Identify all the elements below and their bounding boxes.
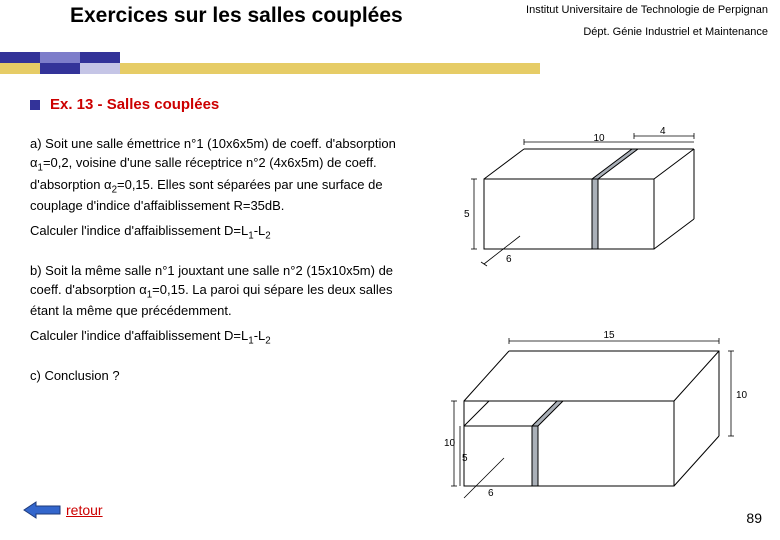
arrow-left-icon — [22, 500, 62, 520]
section-heading: Ex. 13 - Salles couplées — [50, 96, 219, 113]
figures: 4 10 5 6 — [444, 124, 764, 511]
fig1-dim-4: 4 — [660, 126, 666, 137]
fig2-dim-6: 6 — [488, 488, 494, 499]
slide-header: Exercices sur les salles couplées Instit… — [0, 0, 780, 52]
institution-label: Institut Universitaire de Technologie de… — [526, 4, 768, 16]
figure-2: 15 10 5 10 6 — [444, 306, 764, 506]
para-a1: a) Soit une salle émettrice n°1 (10x6x5m… — [30, 135, 400, 216]
return-link[interactable]: retour — [66, 502, 103, 518]
body-text: a) Soit une salle émettrice n°1 (10x6x5m… — [30, 135, 400, 386]
fig2-dim-5: 5 — [462, 453, 468, 464]
fig2-dim-10r: 10 — [736, 390, 748, 401]
para-a2: Calculer l'indice d'affaiblissement D=L1… — [30, 222, 400, 244]
para-c: c) Conclusion ? — [30, 367, 400, 386]
return-row: retour — [22, 500, 103, 520]
bullet-icon — [30, 100, 40, 110]
fig1-dim-6: 6 — [506, 254, 512, 265]
header-stripes — [0, 52, 780, 74]
para-b1: b) Soit la même salle n°1 jouxtant une s… — [30, 262, 400, 321]
content-area: Ex. 13 - Salles couplées a) Soit une sal… — [0, 74, 780, 386]
section-heading-row: Ex. 13 - Salles couplées — [30, 96, 764, 113]
para-b2: Calculer l'indice d'affaiblissement D=L1… — [30, 327, 400, 349]
fig2-dim-10l: 10 — [444, 438, 456, 449]
fig1-dim-5: 5 — [464, 209, 470, 220]
fig2-dim-15: 15 — [603, 330, 615, 341]
page-number: 89 — [746, 510, 762, 526]
figure-1: 4 10 5 6 — [444, 124, 744, 279]
fig1-dim-10: 10 — [593, 133, 605, 144]
department-label: Dépt. Génie Industriel et Maintenance — [583, 26, 768, 38]
